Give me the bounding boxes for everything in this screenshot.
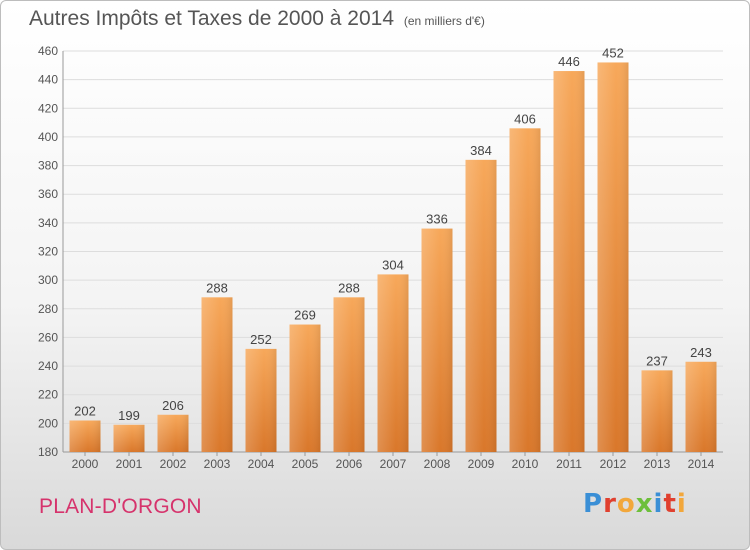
bar-shade <box>289 324 321 452</box>
x-tick-label: 2009 <box>468 457 495 471</box>
bar-shade <box>201 297 233 452</box>
value-label: 243 <box>690 345 712 360</box>
y-tick-label: 320 <box>38 245 58 259</box>
proxiti-logo[interactable]: Proxiti <box>583 489 687 519</box>
logo-letter: x <box>635 489 654 519</box>
bar-shade <box>245 348 277 452</box>
y-tick-labels: 180 200 220 240 260 280 300 320 340 360 380 400 420 4… <box>38 44 58 459</box>
value-label: 288 <box>338 280 360 295</box>
logo-letter: o <box>616 489 636 519</box>
value-label: 288 <box>206 280 228 295</box>
x-tick-label: 2010 <box>512 457 539 471</box>
bar-shade <box>685 361 717 452</box>
x-tick-label: 2012 <box>600 457 627 471</box>
y-tick-label: 420 <box>38 101 58 115</box>
logo-letter: i <box>653 489 664 519</box>
value-label: 336 <box>426 212 448 227</box>
title-unit: (en milliers d'€) <box>403 14 485 28</box>
x-tick-label: 2001 <box>116 457 143 471</box>
bar-shade <box>333 297 365 452</box>
y-tick-label: 240 <box>38 359 58 373</box>
y-tick-label: 460 <box>38 44 58 58</box>
value-label: 202 <box>74 403 96 418</box>
y-tick-label: 220 <box>38 388 58 402</box>
y-tick-label: 400 <box>38 130 58 144</box>
x-tick-label: 2013 <box>644 457 671 471</box>
bar-shade <box>377 274 409 452</box>
value-label: 452 <box>602 45 624 60</box>
value-label: 252 <box>250 332 272 347</box>
bars <box>69 62 717 453</box>
x-tick-label: 2014 <box>688 457 715 471</box>
x-tick-label: 2005 <box>292 457 319 471</box>
bar-shade <box>421 228 453 452</box>
y-tick-label: 180 <box>38 445 58 459</box>
value-label: 237 <box>646 353 668 368</box>
bar-shade <box>157 414 189 452</box>
logo-letter: i <box>676 489 687 519</box>
x-tick-labels: 2000 2001 2002 2003 2004 2005 2006 2007 2008 2009… <box>72 452 715 471</box>
y-tick-label: 340 <box>38 216 58 230</box>
chart-title: Autres Impôts et Taxes de 2000 à 2014 (e… <box>29 7 485 31</box>
value-label: 304 <box>382 257 404 272</box>
value-label: 384 <box>470 143 492 158</box>
x-tick-label: 2003 <box>204 457 231 471</box>
title-text: Autres Impôts et Taxes de 2000 à 2014 <box>29 7 395 30</box>
value-label: 406 <box>514 111 536 126</box>
bar-shade <box>465 159 497 453</box>
bar-shade <box>553 71 585 453</box>
x-tick-label: 2007 <box>380 457 407 471</box>
place-name: PLAN-D'ORGON <box>39 495 202 518</box>
y-tick-label: 260 <box>38 330 58 344</box>
value-labels: 202 199 206 288 252 269 288 304 336 384 406 446 452 2… <box>74 45 712 422</box>
y-tick-label: 300 <box>38 273 58 287</box>
logo-letter: P <box>583 489 604 519</box>
bar-shade <box>641 370 673 452</box>
y-tick-label: 200 <box>38 416 58 430</box>
y-tick-label: 360 <box>38 187 58 201</box>
value-label: 199 <box>118 408 140 423</box>
value-label: 446 <box>558 54 580 69</box>
x-tick-label: 2011 <box>556 457 582 471</box>
logo-letter: t <box>663 489 677 519</box>
value-label: 206 <box>162 398 184 413</box>
x-tick-label: 2004 <box>248 457 275 471</box>
y-tick-label: 280 <box>38 302 58 316</box>
bar-shade <box>509 128 541 452</box>
logo-letter: r <box>603 489 617 519</box>
bar-shade <box>69 420 101 452</box>
y-tick-label: 440 <box>38 73 58 87</box>
x-tick-label: 2008 <box>424 457 451 471</box>
x-tick-label: 2002 <box>160 457 187 471</box>
value-label: 269 <box>294 308 316 323</box>
x-tick-label: 2000 <box>72 457 99 471</box>
bar-shade <box>597 62 629 452</box>
bar-shade <box>113 424 145 452</box>
x-tick-label: 2006 <box>336 457 363 471</box>
y-tick-label: 380 <box>38 159 58 173</box>
